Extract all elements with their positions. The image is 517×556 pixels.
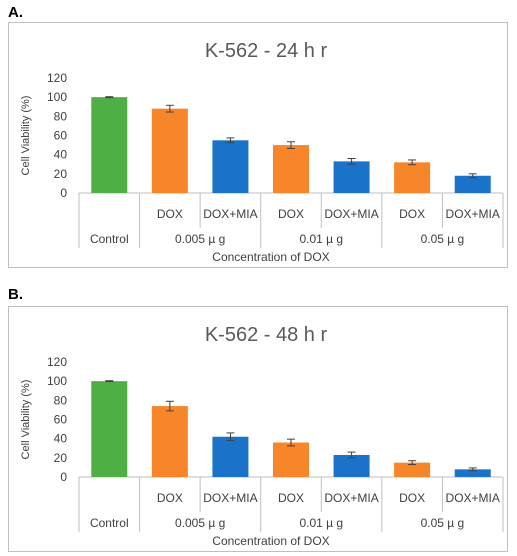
- panel-b-label: B.: [8, 286, 23, 303]
- group-label: Control: [90, 516, 129, 530]
- y-axis-label: Cell Viability (%): [20, 96, 32, 176]
- bar: [454, 469, 491, 477]
- bar: [273, 442, 309, 477]
- y-tick-label: 20: [54, 167, 68, 181]
- group-label: 0.01 µ g: [299, 232, 343, 246]
- bar: [273, 145, 309, 193]
- panel-a-label: A.: [8, 4, 23, 21]
- y-tick-label: 60: [54, 129, 68, 143]
- x-tick-label: DOX+MIA: [203, 491, 257, 505]
- x-axis-label: Concentration of DOX: [212, 250, 329, 264]
- x-tick-label: DOX+MIA: [324, 491, 378, 505]
- chart-title: K-562 - 48 h r: [205, 324, 328, 346]
- x-tick-label: DOX: [157, 491, 183, 505]
- bar: [212, 436, 249, 477]
- bar: [212, 140, 249, 193]
- x-tick-label: DOX: [399, 491, 425, 505]
- chart-a: K-562 - 24 h r Cell Viability (%) 0 20 40 60 8…: [20, 40, 504, 264]
- y-tick-label: 20: [54, 451, 68, 465]
- y-tick-label: 40: [54, 148, 68, 162]
- bar: [454, 175, 491, 193]
- x-tick-label: DOX+MIA: [203, 207, 257, 221]
- y-tick-label: 100: [47, 90, 67, 104]
- x-tick-label: DOX: [278, 491, 304, 505]
- x-tick-label: DOX+MIA: [446, 491, 500, 505]
- x-tick-label: DOX+MIA: [446, 207, 500, 221]
- x-axis-label: Concentration of DOX: [212, 534, 329, 548]
- bar: [333, 454, 370, 477]
- group-label: Control: [90, 232, 129, 246]
- chart-a-frame: K-562 - 24 h r Cell Viability (%) 0 20 40 60 8…: [8, 22, 508, 268]
- y-axis-label: Cell Viability (%): [20, 380, 32, 460]
- y-tick-label: 80: [54, 393, 68, 407]
- y-tick-label: 100: [47, 374, 67, 388]
- y-tick-label: 60: [54, 413, 68, 427]
- chart-b-frame: K-562 - 48 h r Cell Viability (%) 0 20 40 60 8…: [8, 306, 508, 552]
- bar: [394, 462, 431, 477]
- group-label: 0.005 µ g: [175, 516, 225, 530]
- group-label: 0.005 µ g: [175, 232, 225, 246]
- chart-title: K-562 - 24 h r: [205, 40, 328, 62]
- x-tick-label: DOX: [157, 207, 183, 221]
- group-label: 0.01 µ g: [299, 516, 343, 530]
- group-label: 0.05 µ g: [421, 232, 465, 246]
- bar: [151, 406, 188, 477]
- y-tick-label: 40: [54, 432, 68, 446]
- y-tick-label: 120: [47, 355, 67, 369]
- bar: [333, 161, 370, 193]
- x-tick-label: DOX: [399, 207, 425, 221]
- x-tick-label: DOX+MIA: [324, 207, 378, 221]
- bar: [394, 162, 431, 193]
- y-tick-label: 0: [60, 186, 67, 200]
- bar: [91, 97, 128, 193]
- y-tick-label: 80: [54, 109, 68, 123]
- x-tick-label: DOX: [278, 207, 304, 221]
- y-tick-label: 0: [60, 470, 67, 484]
- bar: [151, 108, 188, 193]
- group-label: 0.05 µ g: [421, 516, 465, 530]
- chart-b: K-562 - 48 h r Cell Viability (%) 0 20 40 60 8…: [20, 324, 504, 548]
- y-tick-label: 120: [47, 71, 67, 85]
- bar: [91, 381, 128, 477]
